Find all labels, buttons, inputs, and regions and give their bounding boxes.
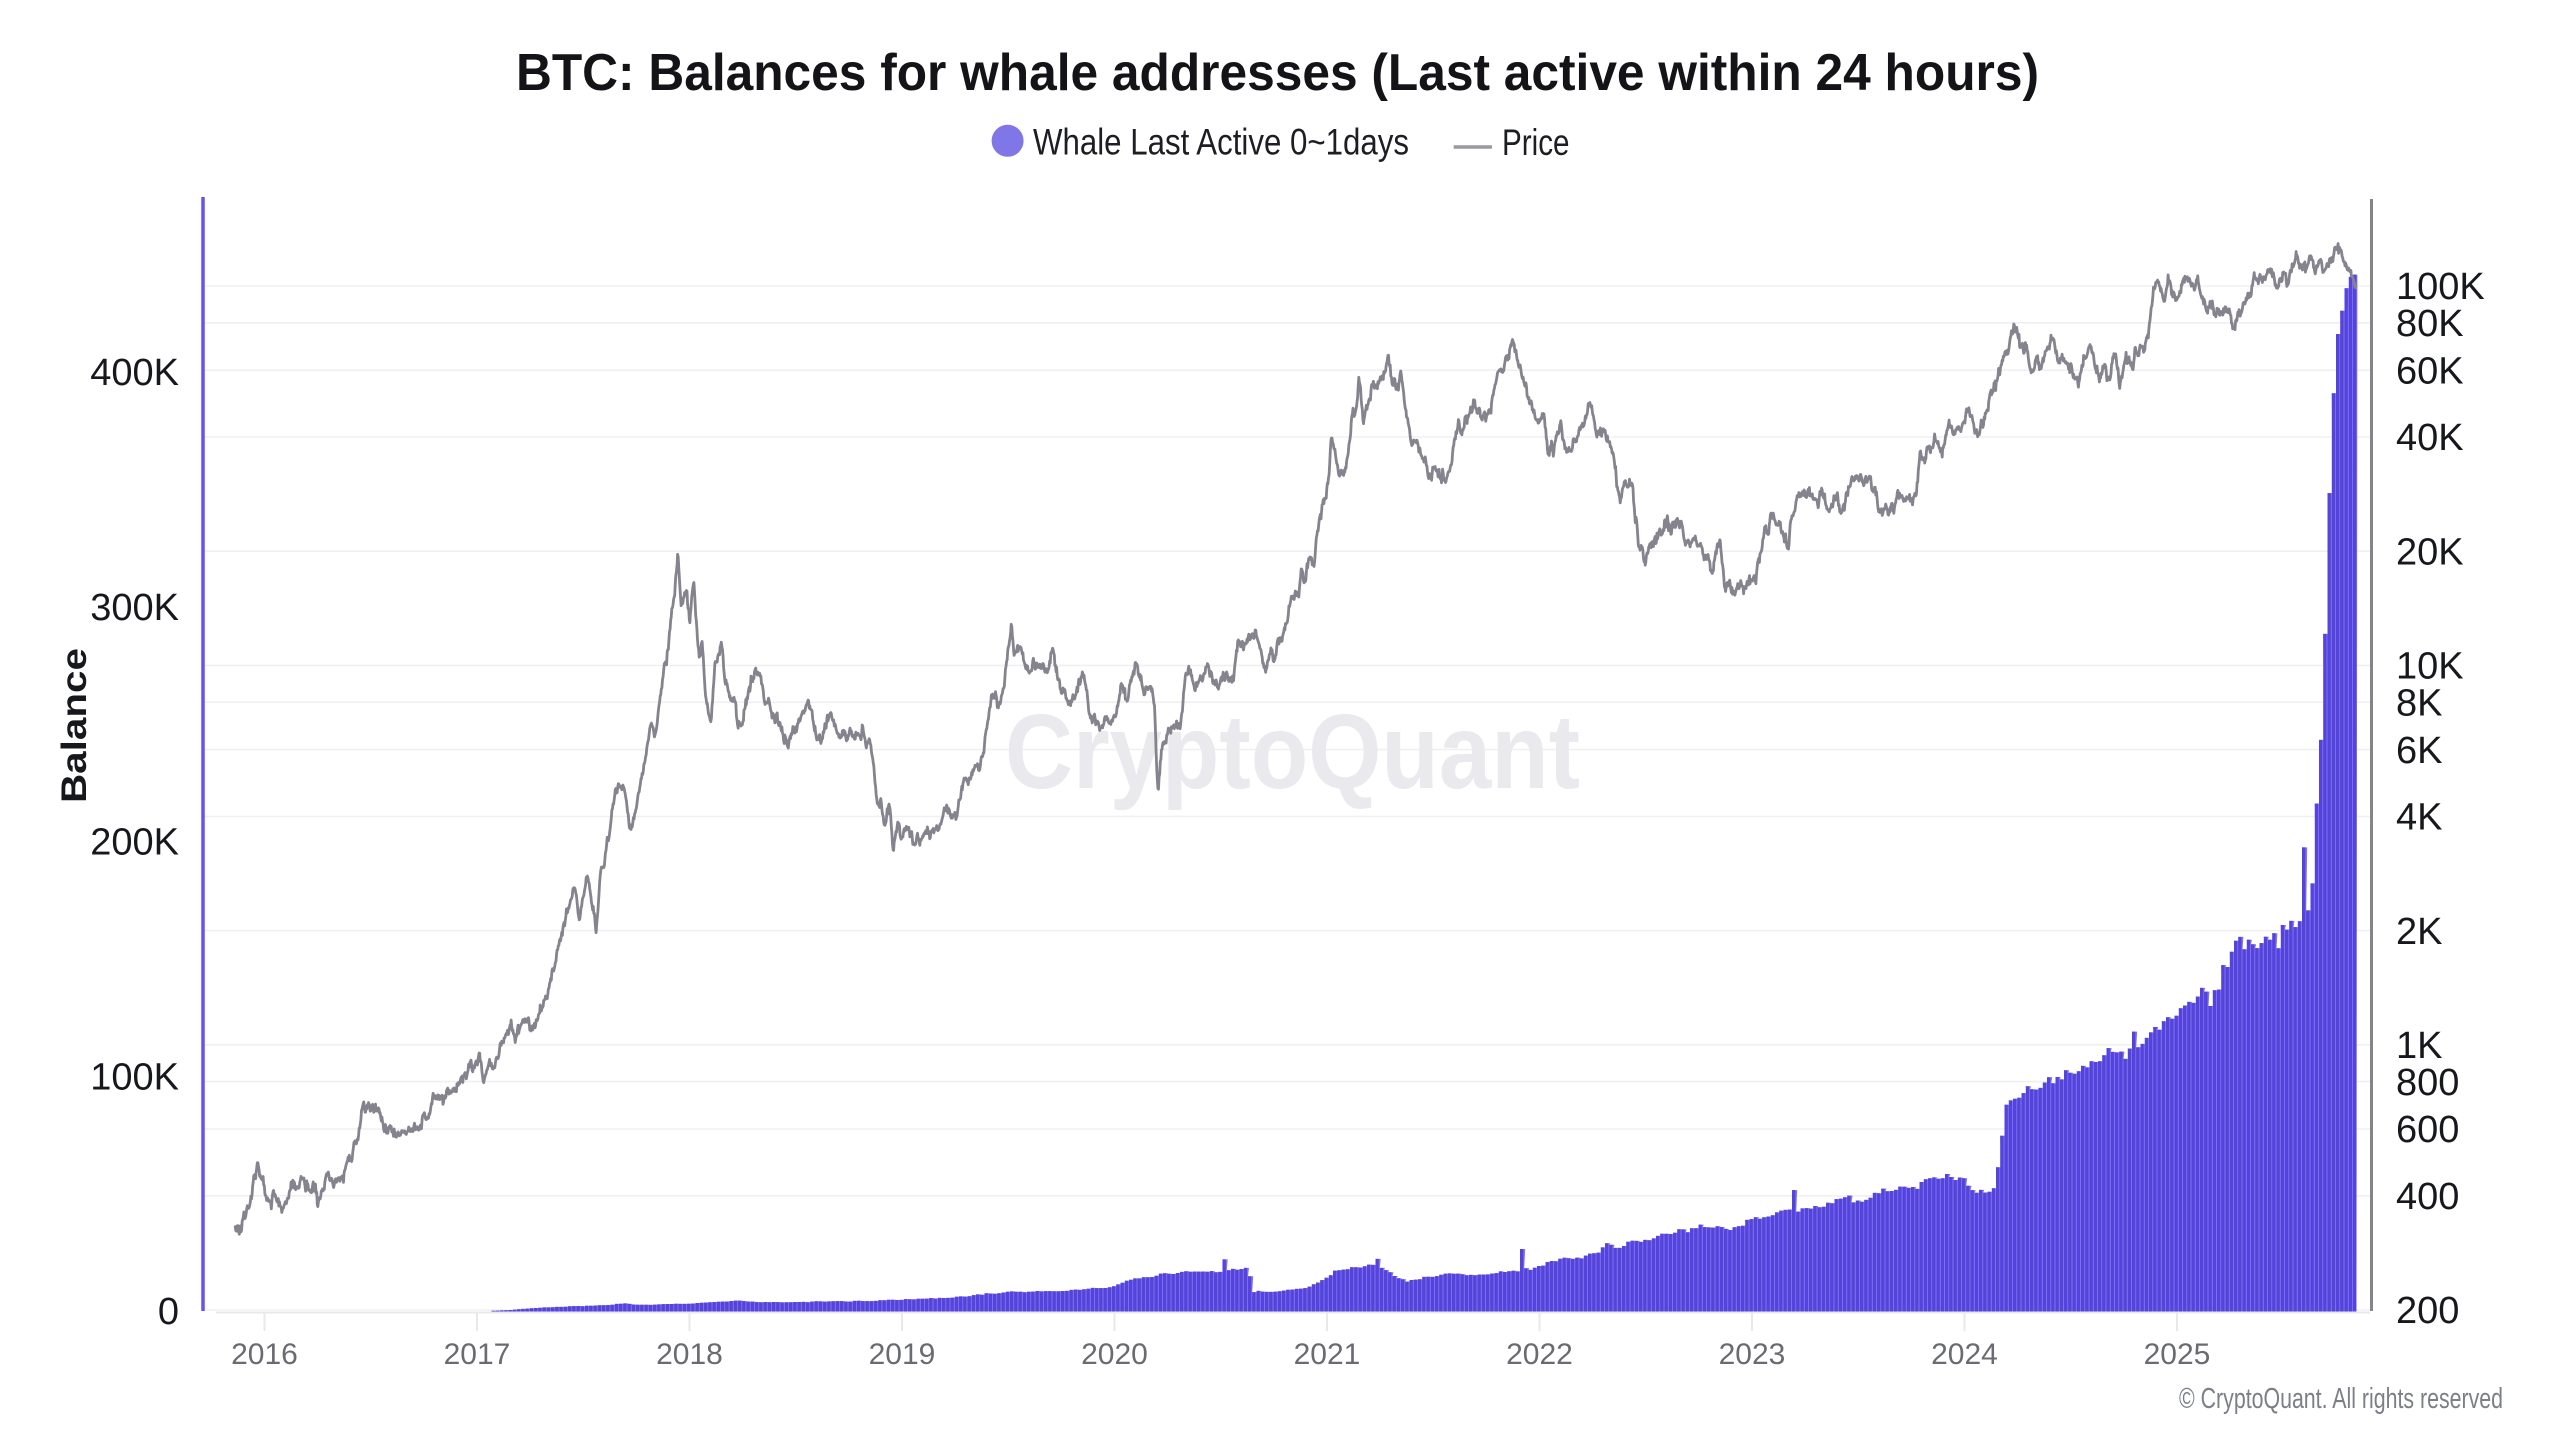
svg-text:6K: 6K (2396, 730, 2442, 772)
svg-text:2018: 2018 (656, 1338, 723, 1371)
svg-text:2025: 2025 (2144, 1338, 2211, 1371)
svg-text:Balance: Balance (55, 648, 94, 803)
svg-text:2022: 2022 (1506, 1338, 1573, 1371)
svg-text:2019: 2019 (869, 1338, 936, 1371)
svg-text:2017: 2017 (444, 1338, 511, 1371)
svg-text:2020: 2020 (1081, 1338, 1148, 1371)
svg-text:80K: 80K (2396, 303, 2464, 345)
svg-text:100K: 100K (90, 1057, 179, 1099)
svg-text:2K: 2K (2396, 911, 2442, 953)
svg-text:Price: Price (1502, 122, 1570, 163)
svg-text:60K: 60K (2396, 350, 2464, 392)
svg-text:4K: 4K (2396, 797, 2442, 839)
svg-text:CryptoQuant: CryptoQuant (1005, 693, 1580, 811)
svg-text:2023: 2023 (1719, 1338, 1786, 1371)
svg-text:2024: 2024 (1931, 1338, 1998, 1371)
svg-text:© CryptoQuant. All rights rese: © CryptoQuant. All rights reserved (2179, 1383, 2503, 1415)
svg-text:0: 0 (158, 1291, 179, 1333)
svg-text:2016: 2016 (231, 1338, 298, 1371)
svg-text:400: 400 (2396, 1176, 2459, 1218)
svg-text:300K: 300K (90, 587, 179, 629)
svg-text:40K: 40K (2396, 417, 2464, 459)
svg-text:1K: 1K (2396, 1025, 2442, 1067)
svg-text:600: 600 (2396, 1109, 2459, 1151)
svg-text:BTC: Balances for whale addres: BTC: Balances for whale addresses (Last … (516, 43, 2039, 101)
svg-text:100K: 100K (2396, 266, 2485, 308)
svg-text:2021: 2021 (1294, 1338, 1361, 1371)
svg-text:800: 800 (2396, 1062, 2459, 1104)
svg-text:Whale Last Active 0~1days: Whale Last Active 0~1days (1033, 122, 1409, 163)
svg-text:200K: 200K (90, 822, 179, 864)
svg-text:400K: 400K (90, 352, 179, 394)
svg-text:200: 200 (2396, 1290, 2459, 1332)
svg-text:10K: 10K (2396, 646, 2464, 688)
svg-text:20K: 20K (2396, 531, 2464, 573)
svg-text:8K: 8K (2396, 682, 2442, 724)
